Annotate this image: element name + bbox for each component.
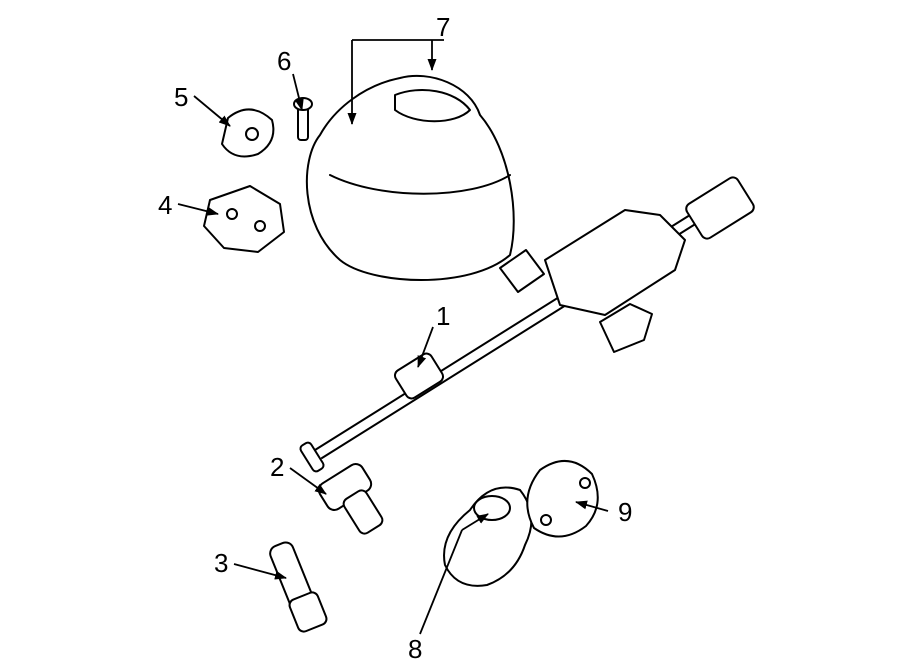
- part-steering-column: [299, 175, 756, 473]
- part-clamp: [222, 109, 273, 156]
- callout-label-1: 1: [436, 301, 450, 332]
- callout-label-4: 4: [158, 190, 172, 221]
- part-dust-cover: [444, 488, 531, 586]
- part-mount-bracket: [204, 186, 284, 252]
- callout-label-3: 3: [214, 548, 228, 579]
- part-bolt: [294, 98, 312, 140]
- callout-label-2: 2: [270, 452, 284, 483]
- part-lower-shaft: [268, 540, 329, 633]
- callout-label-8: 8: [408, 634, 422, 661]
- parts-diagram-canvas: 1 2 3 4 5 6 7 8 9: [0, 0, 900, 661]
- arrow-9: [576, 502, 608, 511]
- part-column-cover-seam: [330, 175, 510, 194]
- arrow-2: [290, 468, 326, 494]
- part-column-cover: [307, 76, 514, 280]
- callout-label-5: 5: [174, 82, 188, 113]
- arrow-5: [194, 96, 230, 126]
- callout-label-6: 6: [277, 46, 291, 77]
- arrow-4: [178, 204, 218, 214]
- part-column-cover-opening: [395, 90, 470, 121]
- arrow-6: [293, 74, 302, 110]
- part-hole-cover: [527, 461, 598, 537]
- callout-label-9: 9: [618, 497, 632, 528]
- callout-label-7: 7: [436, 12, 450, 43]
- arrow-8: [462, 514, 488, 530]
- part-u-joint: [316, 461, 385, 536]
- arrow-3: [234, 564, 286, 578]
- arrow-1: [418, 327, 433, 367]
- leader-8: [420, 530, 462, 634]
